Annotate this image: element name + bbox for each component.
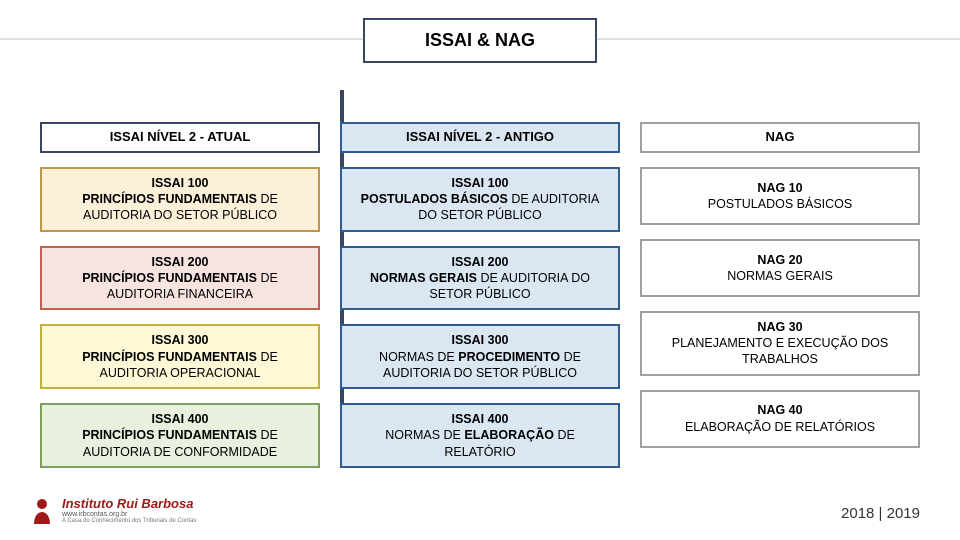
cell-strong: POSTULADOS BÁSICOS	[361, 192, 508, 206]
cell-code: ISSAI 400	[452, 412, 509, 426]
cell-code: ISSAI 300	[452, 333, 509, 347]
cell-strong: PRINCÍPIOS FUNDAMENTAIS	[82, 192, 257, 206]
cell-pre: NORMAS DE	[385, 428, 464, 442]
grid-cell: ISSAI 300 NORMAS DE PROCEDIMENTO DE AUDI…	[340, 324, 620, 389]
bust-icon	[28, 496, 56, 526]
column-issai-atual: ISSAI NÍVEL 2 - ATUAL ISSAI 100 PRINCÍPI…	[40, 122, 320, 468]
cell-strong: PROCEDIMENTO	[458, 350, 560, 364]
footer-year: 2018 | 2019	[841, 505, 920, 522]
cell-rest: POSTULADOS BÁSICOS	[708, 197, 852, 211]
cell-code: ISSAI 200	[452, 255, 509, 269]
grid-cell: NAG 10 POSTULADOS BÁSICOS	[640, 167, 920, 225]
logo-title: Instituto Rui Barbosa	[62, 497, 196, 511]
logo-url: www.irbcontas.org.br	[62, 511, 196, 518]
grid-cell: ISSAI 100 POSTULADOS BÁSICOS DE AUDITORI…	[340, 167, 620, 232]
footer-logo: Instituto Rui Barbosa www.irbcontas.org.…	[28, 496, 196, 526]
column-nag: NAG NAG 10 POSTULADOS BÁSICOS NAG 20 NOR…	[640, 122, 920, 468]
cell-code: ISSAI 100	[452, 176, 509, 190]
cell-code: ISSAI 200	[152, 255, 209, 269]
cell-code: NAG 20	[757, 253, 802, 267]
grid-cell: ISSAI 200 PRINCÍPIOS FUNDAMENTAIS DE AUD…	[40, 246, 320, 311]
grid-cell: ISSAI 300 PRINCÍPIOS FUNDAMENTAIS DE AUD…	[40, 324, 320, 389]
grid-cell: NAG 40 ELABORAÇÃO DE RELATÓRIOS	[640, 390, 920, 448]
column-header: NAG	[640, 122, 920, 153]
grid-cell: NAG 20 NORMAS GERAIS	[640, 239, 920, 297]
column-issai-antigo: ISSAI NÍVEL 2 - ANTIGO ISSAI 100 POSTULA…	[340, 122, 620, 468]
cell-code: ISSAI 100	[152, 176, 209, 190]
cell-rest: NORMAS GERAIS	[727, 269, 833, 283]
cell-strong: NORMAS GERAIS	[370, 271, 477, 285]
cell-strong: PRINCÍPIOS FUNDAMENTAIS	[82, 428, 257, 442]
grid-cell: NAG 30 PLANEJAMENTO E EXECUÇÃO DOS TRABA…	[640, 311, 920, 376]
cell-code: NAG 30	[757, 320, 802, 334]
logo-tagline: A Casa do Conhecimento dos Tribunais de …	[62, 518, 196, 524]
cell-code: NAG 10	[757, 181, 802, 195]
grid-cell: ISSAI 100 PRINCÍPIOS FUNDAMENTAIS DE AUD…	[40, 167, 320, 232]
cell-code: ISSAI 300	[152, 333, 209, 347]
grid-cell: ISSAI 200 NORMAS GERAIS DE AUDITORIA DO …	[340, 246, 620, 311]
cell-pre: NORMAS DE	[379, 350, 458, 364]
cell-strong: ELABORAÇÃO	[464, 428, 554, 442]
grid-cell: ISSAI 400 NORMAS DE ELABORAÇÃO DE RELATÓ…	[340, 403, 620, 468]
cell-code: NAG 40	[757, 403, 802, 417]
cell-rest: ELABORAÇÃO DE RELATÓRIOS	[685, 420, 875, 434]
comparison-grid: ISSAI NÍVEL 2 - ATUAL ISSAI 100 PRINCÍPI…	[40, 122, 920, 468]
column-header: ISSAI NÍVEL 2 - ATUAL	[40, 122, 320, 153]
page-title: ISSAI & NAG	[363, 18, 597, 63]
column-header: ISSAI NÍVEL 2 - ANTIGO	[340, 122, 620, 153]
grid-cell: ISSAI 400 PRINCÍPIOS FUNDAMENTAIS DE AUD…	[40, 403, 320, 468]
cell-code: ISSAI 400	[152, 412, 209, 426]
cell-strong: PRINCÍPIOS FUNDAMENTAIS	[82, 350, 257, 364]
cell-rest: PLANEJAMENTO E EXECUÇÃO DOS TRABALHOS	[672, 336, 889, 366]
cell-strong: PRINCÍPIOS FUNDAMENTAIS	[82, 271, 257, 285]
